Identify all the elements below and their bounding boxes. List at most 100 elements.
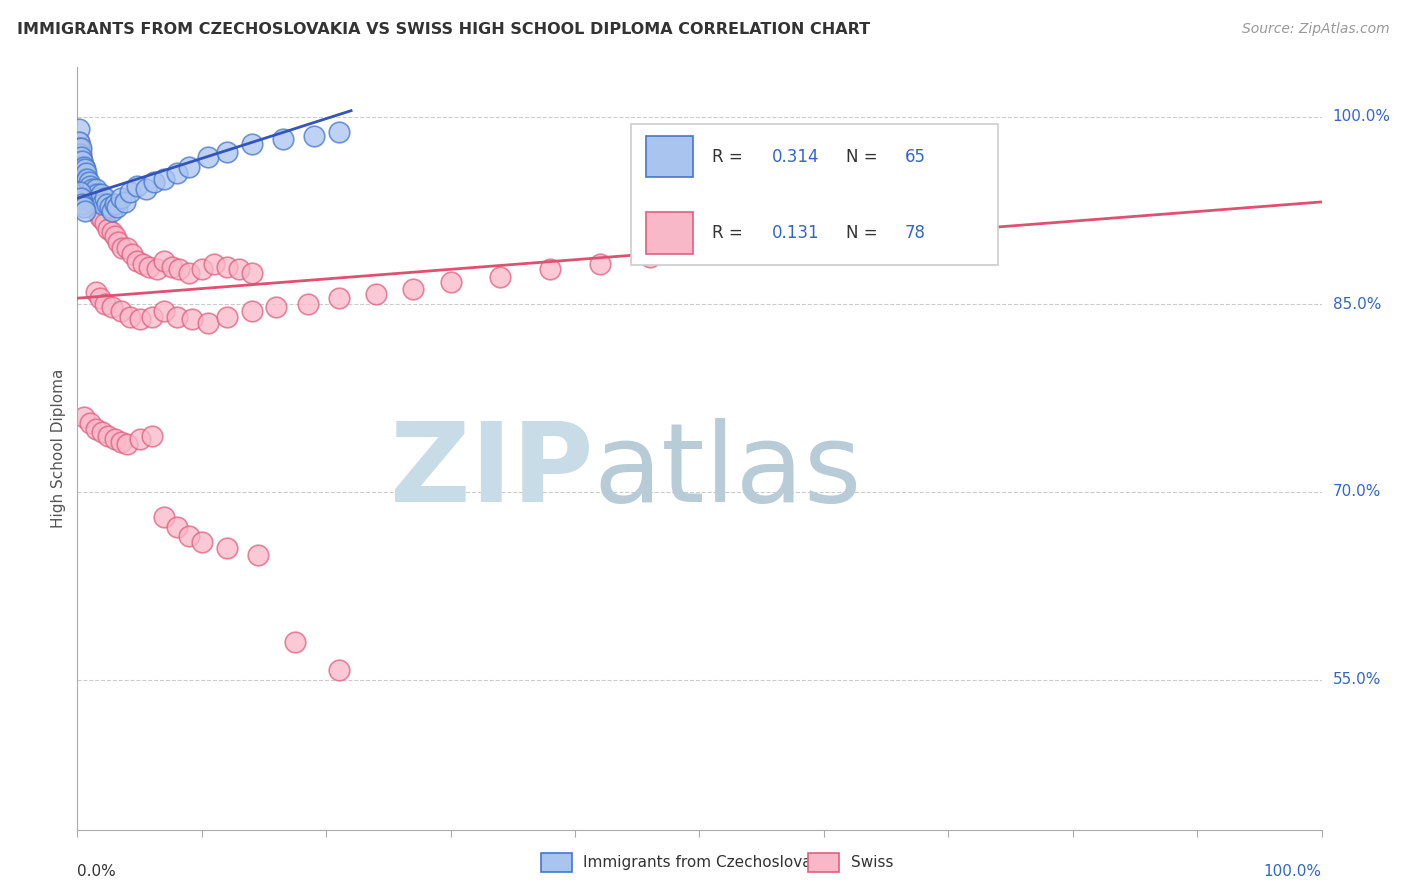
- Point: [72, 160, 94, 174]
- Point: [76, 181, 98, 195]
- Point: [191, 262, 214, 277]
- Point: [93, 191, 115, 205]
- Point: [70, 172, 93, 186]
- Text: atlas: atlas: [593, 417, 862, 524]
- Point: [110, 303, 132, 318]
- Point: [98, 200, 121, 214]
- Text: Swiss: Swiss: [851, 855, 893, 870]
- Point: [67, 122, 90, 136]
- Point: [79, 187, 101, 202]
- Point: [153, 253, 176, 268]
- Point: [638, 250, 661, 264]
- Point: [75, 166, 97, 180]
- Point: [328, 125, 350, 139]
- Text: 78: 78: [905, 224, 925, 242]
- Point: [72, 153, 94, 168]
- Point: [90, 187, 112, 202]
- Point: [179, 529, 201, 543]
- Point: [202, 257, 225, 271]
- Point: [328, 663, 350, 677]
- Text: 0.131: 0.131: [772, 224, 820, 242]
- Point: [82, 182, 104, 196]
- Point: [84, 285, 107, 299]
- Point: [489, 269, 512, 284]
- Point: [82, 191, 104, 205]
- Point: [73, 166, 96, 180]
- Point: [72, 172, 94, 186]
- Y-axis label: High School Diploma: High School Diploma: [51, 368, 66, 528]
- Point: [153, 303, 176, 318]
- Point: [67, 141, 90, 155]
- Point: [70, 166, 93, 180]
- Point: [79, 178, 101, 193]
- Point: [128, 312, 150, 326]
- Point: [115, 241, 138, 255]
- Point: [297, 297, 319, 311]
- Point: [101, 300, 124, 314]
- Point: [104, 433, 127, 447]
- Point: [128, 433, 150, 447]
- Point: [246, 548, 269, 562]
- Point: [439, 275, 461, 289]
- Text: Source: ZipAtlas.com: Source: ZipAtlas.com: [1241, 22, 1389, 37]
- Point: [84, 182, 107, 196]
- Point: [125, 178, 148, 193]
- Point: [118, 185, 141, 199]
- Point: [153, 510, 176, 524]
- Point: [83, 187, 105, 202]
- Point: [240, 266, 263, 280]
- Point: [215, 541, 238, 556]
- Text: 55.0%: 55.0%: [1333, 672, 1381, 687]
- Point: [70, 147, 93, 161]
- Point: [141, 428, 163, 442]
- Point: [179, 266, 201, 280]
- Point: [79, 416, 101, 430]
- Point: [89, 194, 111, 209]
- Point: [402, 282, 425, 296]
- Point: [76, 178, 98, 193]
- Point: [266, 300, 288, 314]
- Point: [302, 128, 325, 143]
- Point: [328, 291, 350, 305]
- Point: [364, 287, 387, 301]
- Text: R =: R =: [711, 147, 748, 166]
- Point: [72, 178, 94, 193]
- Point: [87, 191, 110, 205]
- Point: [125, 253, 148, 268]
- Text: 100.0%: 100.0%: [1264, 863, 1322, 879]
- Point: [72, 178, 94, 193]
- Point: [93, 297, 115, 311]
- Point: [69, 153, 91, 168]
- Point: [79, 187, 101, 202]
- Point: [67, 135, 90, 149]
- Point: [191, 535, 214, 549]
- Point: [69, 166, 91, 180]
- Point: [160, 260, 183, 274]
- Point: [70, 191, 93, 205]
- Point: [89, 210, 111, 224]
- Point: [72, 160, 94, 174]
- Point: [75, 172, 97, 186]
- Point: [166, 166, 188, 180]
- Point: [215, 145, 238, 159]
- Point: [76, 172, 98, 186]
- Point: [67, 135, 90, 149]
- Point: [215, 310, 238, 324]
- Point: [69, 160, 91, 174]
- Point: [105, 200, 128, 214]
- Point: [135, 182, 157, 196]
- Point: [589, 257, 612, 271]
- Point: [197, 150, 219, 164]
- Bar: [645, 136, 693, 178]
- Point: [84, 422, 107, 436]
- Text: 0.314: 0.314: [772, 147, 820, 166]
- Point: [215, 260, 238, 274]
- Bar: [645, 211, 693, 253]
- Point: [83, 197, 105, 211]
- FancyBboxPatch shape: [631, 124, 998, 265]
- Point: [114, 194, 136, 209]
- Point: [70, 150, 93, 164]
- Text: N =: N =: [846, 224, 883, 242]
- Point: [86, 203, 108, 218]
- Point: [96, 197, 118, 211]
